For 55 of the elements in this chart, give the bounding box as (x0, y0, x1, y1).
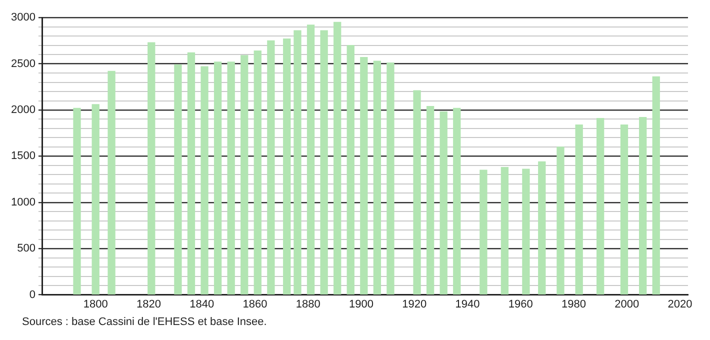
bar (148, 42, 156, 295)
bar (73, 108, 81, 295)
x-tick-label: 1980 (562, 298, 586, 310)
bar (480, 170, 488, 295)
x-tick-label: 1880 (296, 298, 320, 310)
y-tick-label: 1000 (10, 196, 36, 208)
bar (440, 112, 448, 295)
bar (174, 64, 182, 295)
bar (522, 168, 530, 295)
source-note: Sources : base Cassini de l'EHESS et base Insee. (21, 316, 268, 328)
x-tick-label: 1920 (402, 298, 427, 310)
bar (320, 30, 328, 295)
bar (294, 30, 302, 295)
bar (538, 161, 546, 295)
y-tick-label: 2000 (10, 104, 36, 116)
y-tick-label: 1500 (10, 150, 36, 162)
bar (426, 106, 434, 295)
bar (500, 166, 509, 295)
bar (360, 57, 368, 295)
bar (652, 76, 660, 295)
x-tick-label: 1860 (242, 298, 268, 310)
bar (386, 62, 394, 295)
bar (283, 38, 291, 295)
bar (596, 118, 604, 295)
bar (200, 66, 208, 295)
x-tick-label: 1960 (508, 298, 533, 310)
x-tick-label: 1940 (455, 298, 480, 310)
bar (334, 22, 342, 295)
y-tick-label: 500 (17, 242, 36, 255)
bar (187, 52, 196, 295)
x-tick-label: 1800 (83, 298, 108, 310)
x-tick-label: 1840 (190, 298, 214, 310)
bar (620, 124, 628, 295)
bar (214, 62, 222, 295)
y-tick-label: 2500 (10, 58, 36, 70)
bar (254, 50, 262, 295)
y-tick-label: 3000 (10, 12, 36, 24)
bar (267, 40, 275, 295)
bar (453, 108, 461, 295)
x-tick-label: 1820 (136, 298, 161, 310)
bar (413, 90, 421, 295)
y-tick-label: 0 (29, 288, 36, 301)
bar (346, 44, 354, 295)
bar (108, 70, 116, 295)
x-tick-label: 2000 (614, 298, 640, 310)
bar (240, 55, 248, 295)
bar (92, 104, 100, 295)
bar (575, 124, 583, 295)
bar (373, 60, 382, 295)
bar (556, 146, 564, 295)
bar (227, 62, 235, 295)
x-tick-label: 1900 (349, 298, 374, 310)
bar (639, 117, 647, 295)
x-tick-label: 2020 (668, 298, 692, 310)
bar (306, 24, 315, 295)
